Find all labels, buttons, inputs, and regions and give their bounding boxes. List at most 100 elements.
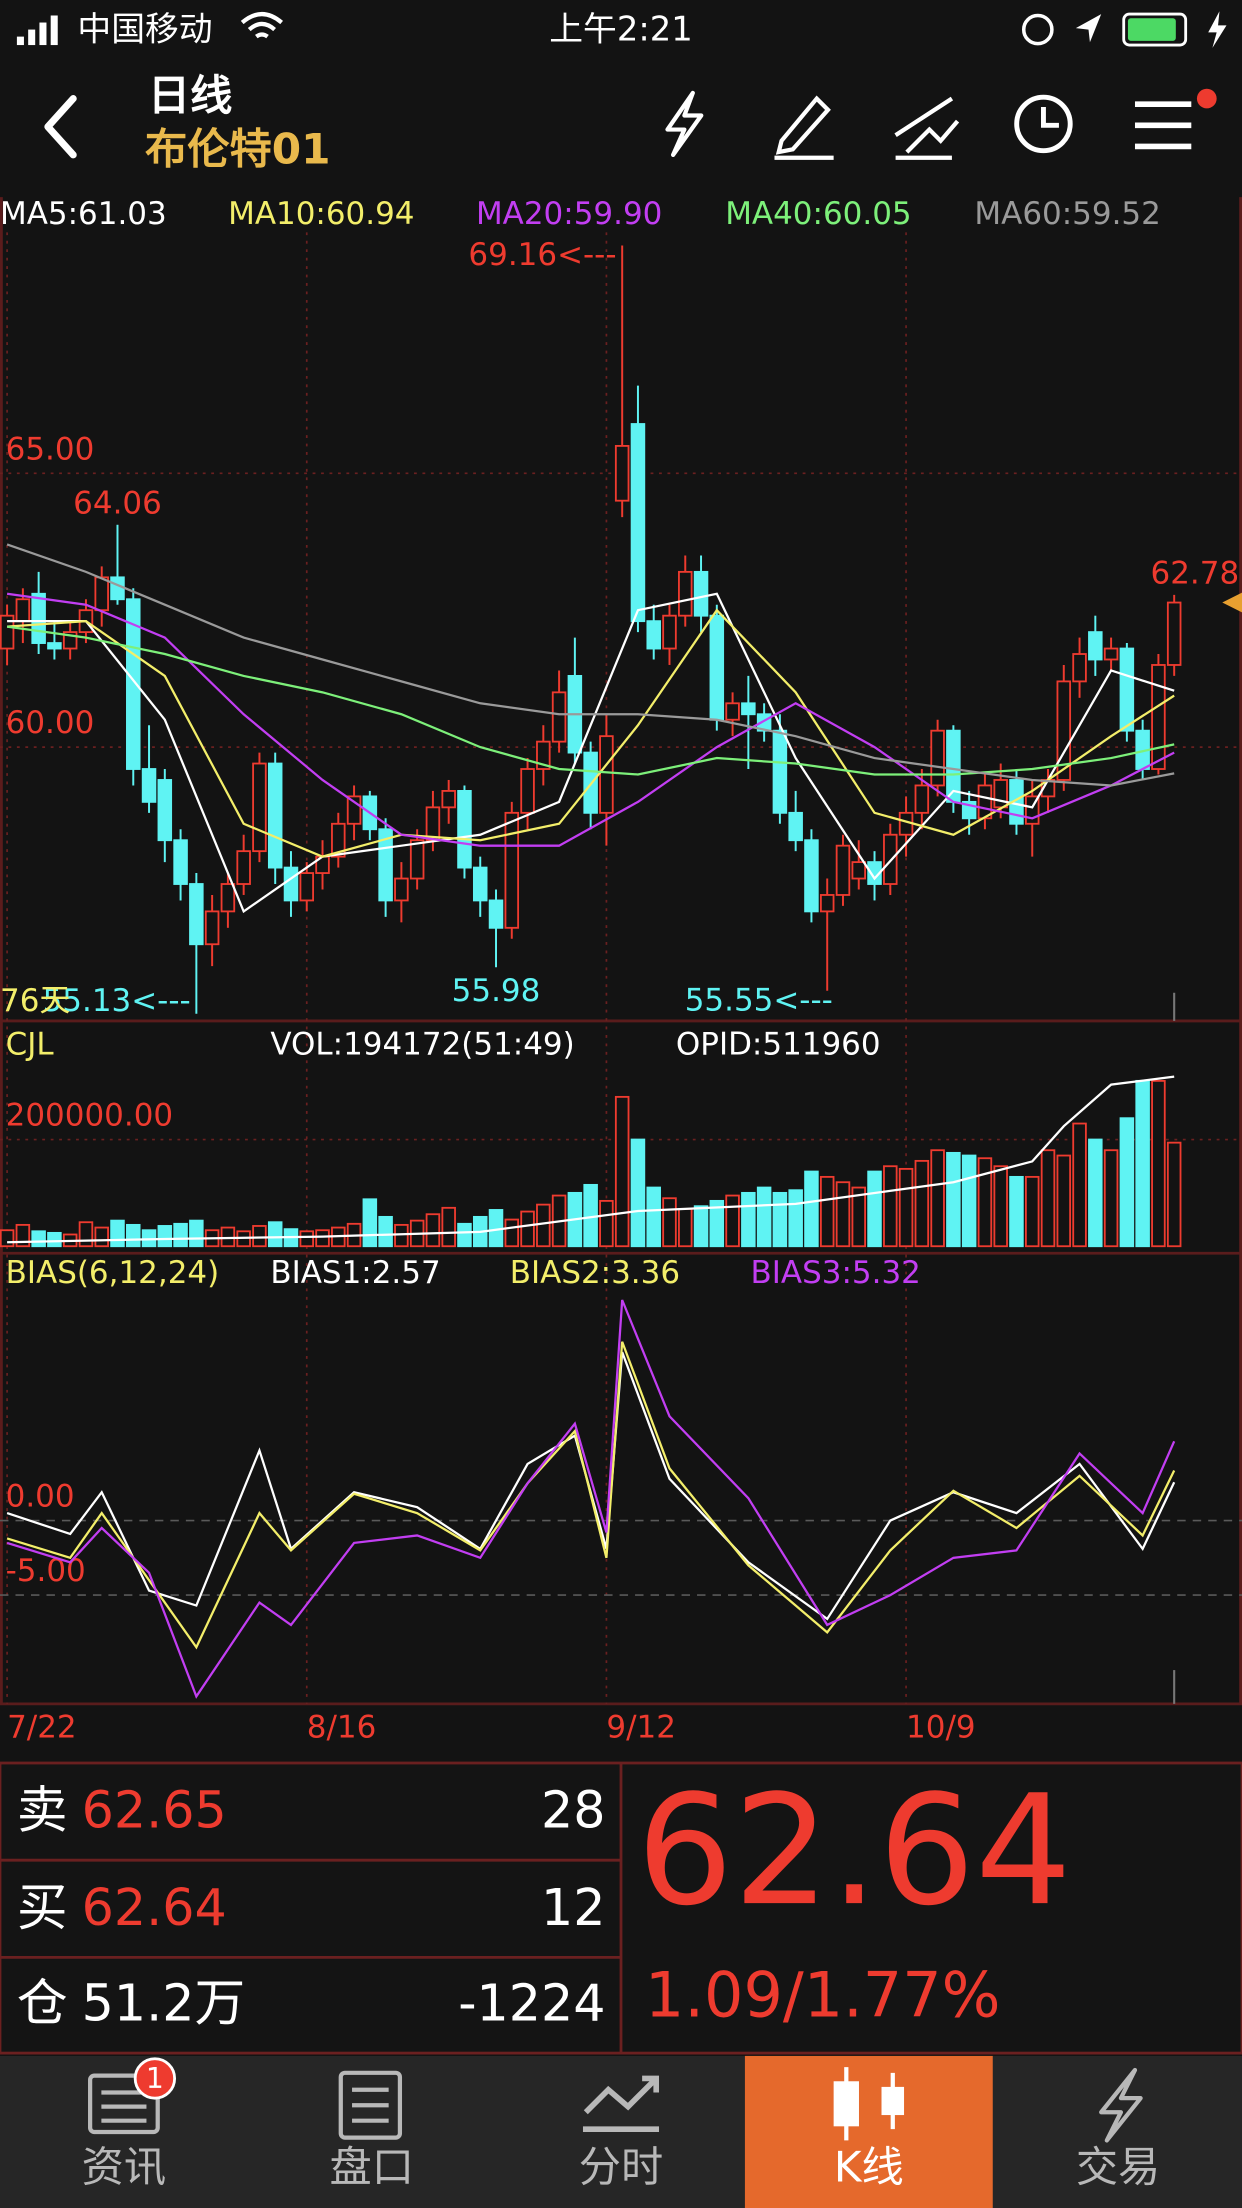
signal-bar <box>50 15 58 46</box>
volume-bar <box>819 1175 835 1248</box>
draw-icon[interactable] <box>774 95 834 160</box>
candle-body <box>173 839 188 885</box>
tab[interactable]: 盘口 <box>330 2070 414 2192</box>
candle-body <box>126 598 141 770</box>
volume-bar <box>299 1230 315 1248</box>
candle-body <box>331 822 346 858</box>
candle-body <box>31 592 46 644</box>
volume-bar <box>394 1223 409 1248</box>
candle-body <box>220 883 236 913</box>
x-tick-label: 9/12 <box>606 1710 676 1746</box>
candle-body <box>110 576 125 601</box>
carrier: 中国移动 <box>77 9 212 48</box>
volume-bar <box>441 1206 456 1248</box>
bid-label: 买 <box>17 1878 68 1937</box>
candle-body <box>409 839 425 880</box>
history-icon[interactable] <box>1014 94 1073 154</box>
candle-body <box>772 729 788 814</box>
volume-bar <box>614 1095 630 1248</box>
volume-bar <box>1072 1122 1087 1248</box>
flash-icon[interactable] <box>665 90 704 158</box>
candle-body <box>551 691 567 743</box>
volume-bar <box>78 1221 94 1248</box>
volume-bar <box>173 1222 188 1248</box>
candle-body <box>614 445 630 502</box>
y-tick-label: 65.00 <box>6 431 95 467</box>
candle-body <box>236 850 251 885</box>
legend-entry: BIAS1:2.57 <box>270 1255 440 1291</box>
tab[interactable]: 分时 <box>579 2075 663 2191</box>
volume-bar <box>741 1191 756 1248</box>
volume-bar <box>1151 1079 1166 1248</box>
candle-body <box>15 598 31 623</box>
candle-body <box>599 735 614 814</box>
x-tick-label: 7/22 <box>7 1710 77 1746</box>
news-icon <box>88 2073 160 2135</box>
opid-line <box>7 1075 1175 1244</box>
news-icon-lines <box>101 2090 147 2123</box>
candle-body <box>488 899 504 929</box>
back-button[interactable] <box>44 95 77 159</box>
volume-bar <box>378 1215 393 1248</box>
candle-body <box>693 570 709 617</box>
legend-entry: MA40:60.05 <box>725 196 911 232</box>
candle-body <box>0 614 15 650</box>
last-price: 62.64 <box>636 1762 1071 1939</box>
volume-bar <box>693 1205 709 1248</box>
bias-line <box>6 1299 1176 1699</box>
ma-line <box>7 592 1175 914</box>
menu-icon[interactable] <box>1134 101 1192 150</box>
tab[interactable]: K线 <box>833 2067 905 2191</box>
volume-bar <box>804 1170 819 1248</box>
volume-bar <box>1056 1154 1072 1248</box>
candle-body <box>520 768 535 814</box>
oi-change: -1224 <box>458 1974 605 2033</box>
price-annotation: 62.78 <box>1151 556 1240 592</box>
volume-bar <box>189 1219 204 1248</box>
volume-bar <box>599 1199 614 1248</box>
trade-icon <box>1099 2067 1143 2143</box>
volume-bar <box>930 1149 945 1248</box>
ma-line <box>7 608 1175 858</box>
news-badge-count: 1 <box>146 2062 164 2095</box>
candle-body <box>646 620 661 650</box>
candle-body <box>441 790 456 809</box>
candle-body <box>394 877 409 902</box>
candle-body <box>851 861 867 880</box>
indicator-title: BIAS(6,12,24) <box>6 1255 220 1291</box>
volume-bar <box>126 1223 141 1248</box>
volume-bar <box>630 1138 646 1248</box>
price-annotation: 69.16<--- <box>468 237 616 273</box>
ask-price: 62.65 <box>82 1781 227 1840</box>
volume-bar <box>110 1219 125 1248</box>
volume-bar <box>709 1199 725 1248</box>
line-tool-icon[interactable] <box>894 96 960 160</box>
candle-body <box>1088 631 1103 661</box>
volume-bar <box>94 1226 109 1248</box>
candle-body <box>267 762 283 869</box>
legend-entry: MA5:61.03 <box>0 196 167 232</box>
volume-bar <box>851 1186 867 1248</box>
signal-bar <box>39 22 47 46</box>
legend-entry: VOL:194172(51:49) <box>270 1027 574 1063</box>
history-icon-hands <box>1040 107 1059 128</box>
charging-icon <box>1208 11 1227 48</box>
tab-label: 分时 <box>579 2142 663 2191</box>
header: 日线 布伦特01 <box>44 71 1217 174</box>
tab[interactable]: 1 资讯 <box>82 2057 177 2192</box>
oi-label: 仓 <box>17 1974 68 2033</box>
volume-bar <box>788 1189 803 1248</box>
volume-bar <box>1166 1141 1182 1248</box>
candle-body <box>47 642 62 650</box>
candle-body <box>457 790 472 869</box>
tab[interactable]: 交易 <box>1076 2067 1160 2191</box>
bid-qty: 12 <box>541 1878 606 1937</box>
x-tick-label: 10/9 <box>906 1710 976 1746</box>
signal-bar <box>16 36 24 46</box>
legend-entry: BIAS3:5.32 <box>751 1255 921 1291</box>
legend-entry: MA60:59.52 <box>974 196 1160 232</box>
volume-bar <box>1119 1117 1135 1248</box>
volume-bar <box>678 1207 693 1248</box>
bid-price: 62.64 <box>82 1878 227 1937</box>
volume-bar <box>31 1230 46 1248</box>
